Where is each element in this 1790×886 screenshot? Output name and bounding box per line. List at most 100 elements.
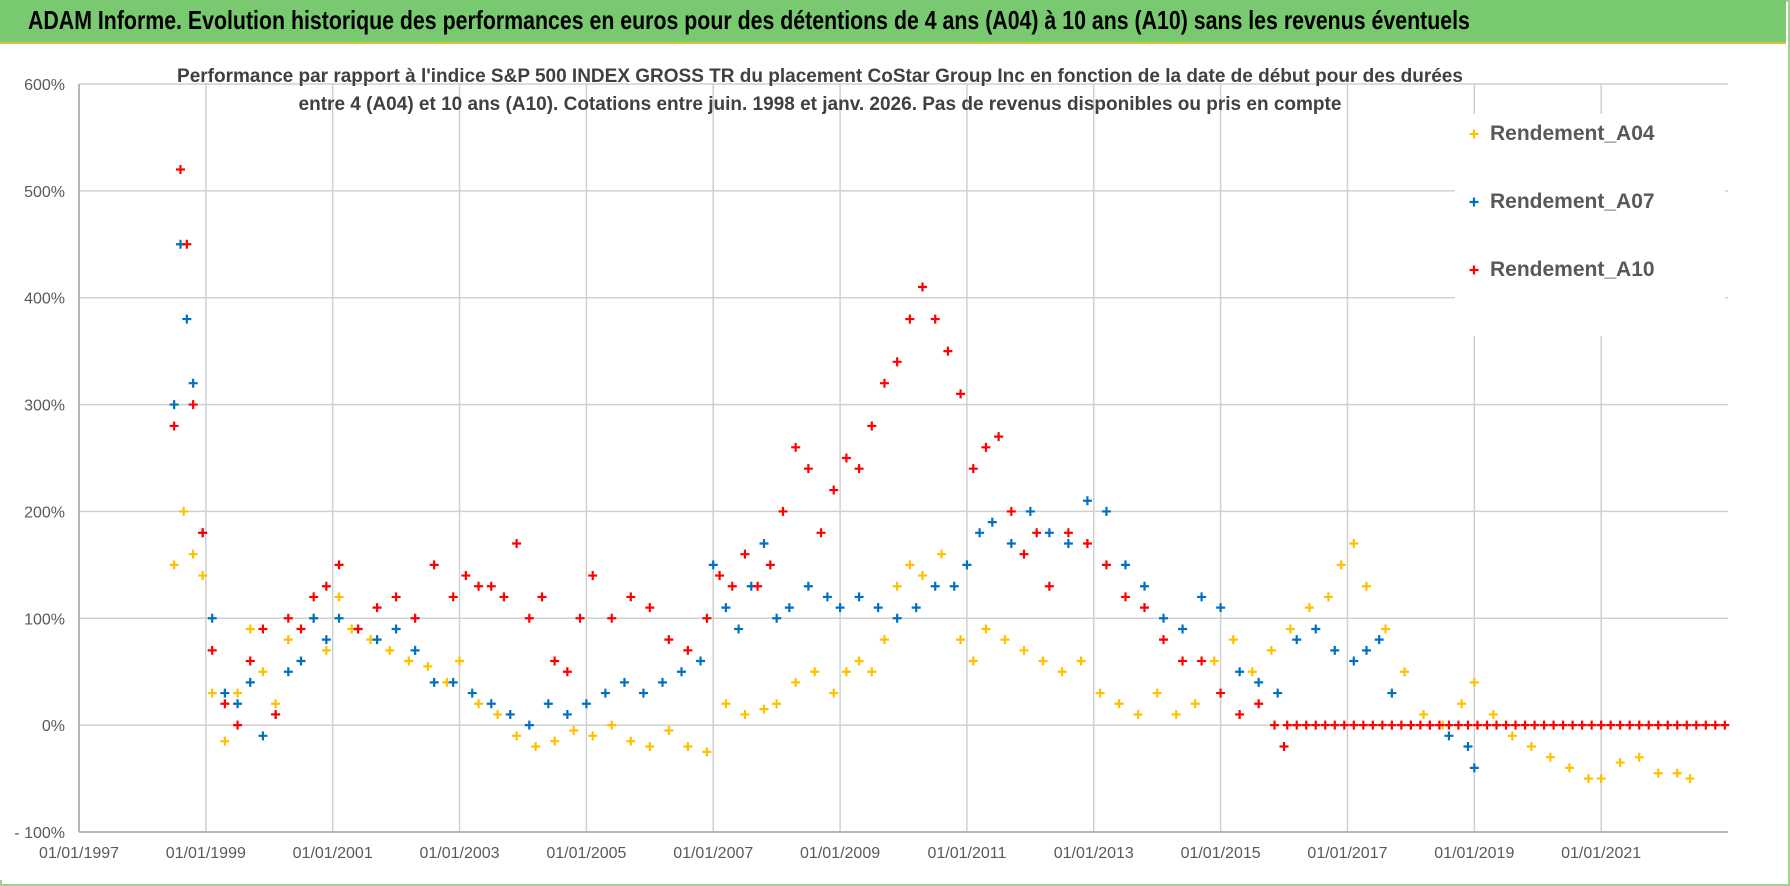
legend: Rendement_A04 Rendement_A07 Rendement_A10 xyxy=(1455,114,1725,336)
data-point xyxy=(918,571,928,581)
y-tick-label: 300% xyxy=(24,398,65,415)
data-point xyxy=(1197,656,1207,666)
data-point xyxy=(696,656,706,666)
data-point xyxy=(1311,624,1321,634)
data-point xyxy=(1095,688,1105,698)
data-point xyxy=(1330,645,1340,655)
data-point xyxy=(1434,720,1444,730)
data-point xyxy=(1444,731,1454,741)
data-point xyxy=(892,581,902,591)
legend-marker xyxy=(1469,197,1479,207)
data-point xyxy=(1415,720,1425,730)
axes: - 100% 0% 100% 200% 300% 400% 500% 600% 01/01/19… xyxy=(14,77,1728,862)
data-point xyxy=(1140,603,1150,613)
data-point xyxy=(968,656,978,666)
data-point xyxy=(258,624,268,634)
data-point xyxy=(740,549,750,559)
data-point xyxy=(321,581,331,591)
x-tick-label: 01/01/2017 xyxy=(1307,845,1387,862)
data-point xyxy=(911,603,921,613)
y-tick-label: 100% xyxy=(24,611,65,628)
data-point xyxy=(283,635,293,645)
data-point xyxy=(791,677,801,687)
data-point xyxy=(721,603,731,613)
data-point xyxy=(1254,677,1264,687)
data-point xyxy=(638,688,648,698)
data-point xyxy=(429,560,439,570)
data-point xyxy=(271,709,281,719)
data-point xyxy=(562,667,572,677)
x-tick-label: 01/01/2011 xyxy=(927,845,1006,862)
data-point xyxy=(645,742,655,752)
data-point xyxy=(1190,699,1200,709)
data-point xyxy=(1101,560,1111,570)
x-tick-label: 01/01/2003 xyxy=(419,845,499,862)
data-point xyxy=(410,613,420,623)
data-point xyxy=(391,592,401,602)
data-point xyxy=(1583,774,1593,784)
data-point xyxy=(1520,720,1530,730)
data-point xyxy=(1171,709,1181,719)
data-point xyxy=(524,613,534,623)
data-point xyxy=(1606,720,1616,730)
data-point xyxy=(841,453,851,463)
y-tick-label: 0% xyxy=(42,718,65,735)
data-point xyxy=(1101,506,1111,516)
data-point xyxy=(600,688,610,698)
data-point xyxy=(448,592,458,602)
data-point xyxy=(550,736,560,746)
data-point xyxy=(1482,720,1492,730)
legend-label: Rendement_A10 xyxy=(1490,258,1655,281)
data-point xyxy=(1349,656,1359,666)
data-point xyxy=(245,677,255,687)
data-point xyxy=(1381,624,1391,634)
data-point xyxy=(772,613,782,623)
data-point xyxy=(562,709,572,719)
data-point xyxy=(588,571,598,581)
data-point xyxy=(1596,720,1606,730)
data-point xyxy=(1634,720,1644,730)
data-point xyxy=(1615,720,1625,730)
data-point xyxy=(1387,720,1397,730)
data-point xyxy=(981,624,991,634)
data-point xyxy=(410,645,420,655)
data-point xyxy=(309,592,319,602)
data-point xyxy=(1349,538,1359,548)
data-point xyxy=(1336,560,1346,570)
x-tick-label: 01/01/2013 xyxy=(1054,845,1134,862)
data-point xyxy=(1235,709,1245,719)
data-point xyxy=(1209,656,1219,666)
data-point xyxy=(1720,720,1730,730)
data-point xyxy=(372,635,382,645)
data-point xyxy=(1228,635,1238,645)
data-point xyxy=(537,592,547,602)
data-point xyxy=(372,603,382,613)
data-point xyxy=(626,592,636,602)
data-point xyxy=(1019,549,1029,559)
data-point xyxy=(1349,720,1359,730)
data-point xyxy=(207,688,217,698)
data-point xyxy=(1006,506,1016,516)
data-point xyxy=(1469,763,1479,773)
data-point xyxy=(803,581,813,591)
data-point xyxy=(1406,720,1416,730)
data-point xyxy=(1444,720,1454,730)
x-tick-label: 01/01/1997 xyxy=(39,845,119,862)
data-point xyxy=(169,560,179,570)
legend-box xyxy=(1455,114,1725,336)
data-point xyxy=(258,731,268,741)
data-point xyxy=(657,677,667,687)
data-point xyxy=(683,742,693,752)
data-point xyxy=(702,613,712,623)
data-point xyxy=(258,667,268,677)
data-point xyxy=(1044,528,1054,538)
data-point xyxy=(994,432,1004,442)
data-point xyxy=(499,592,509,602)
data-point xyxy=(987,517,997,527)
data-point xyxy=(1457,699,1467,709)
data-point xyxy=(1279,742,1289,752)
data-point xyxy=(1216,688,1226,698)
y-tick-label: 200% xyxy=(24,504,65,521)
data-point xyxy=(892,357,902,367)
data-point xyxy=(1140,581,1150,591)
